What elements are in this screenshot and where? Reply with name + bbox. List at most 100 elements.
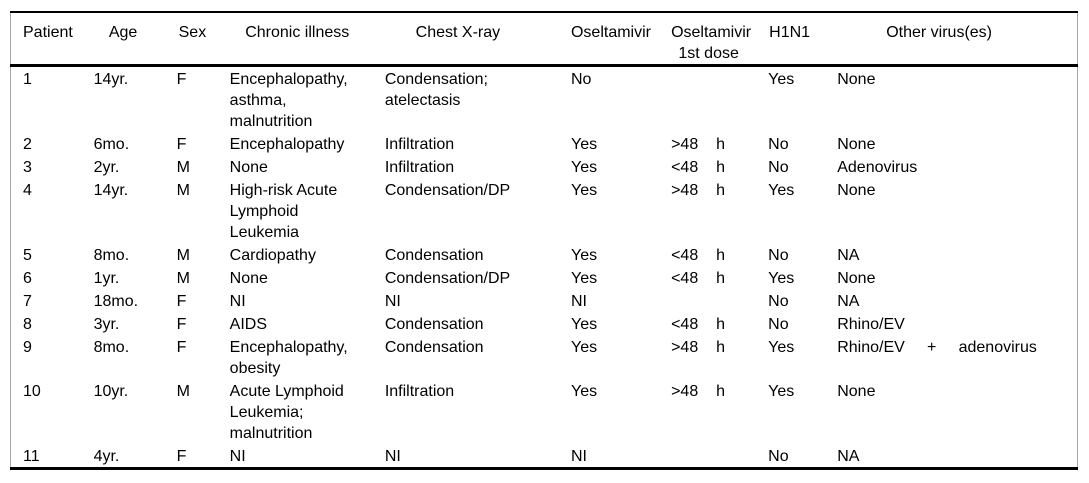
column-header-oseltamivir: Oseltamivir: [570, 12, 672, 67]
cell-oseltamivir: Yes: [570, 182, 598, 199]
column-header-chest-x-ray: Chest X-ray: [384, 12, 571, 67]
table-row: 5 8mo. M Cardiopathy Condensation Yes <4…: [11, 243, 1078, 266]
cell-chest-x-ray: Infiltration: [384, 383, 455, 400]
dose-unit: h: [716, 159, 725, 176]
cell-h1n1: Yes: [768, 182, 795, 199]
cell-sex: M: [176, 182, 190, 199]
cell-other-viruses: None: [837, 182, 876, 199]
cell-oseltamivir-1st-dose: <48 h: [671, 266, 768, 289]
cell-sex: F: [176, 316, 187, 333]
cell-oseltamivir-1st-dose: [671, 289, 768, 312]
cell-sex: M: [176, 247, 190, 264]
dose-unit: h: [716, 339, 725, 356]
cell-chest-x-ray: NI: [384, 293, 401, 310]
cell-age: 14yr.: [93, 71, 129, 88]
cell-patient: 6: [23, 270, 32, 287]
cell-age: 4yr.: [93, 448, 120, 465]
cell-sex: F: [176, 339, 187, 356]
dose-unit: h: [716, 383, 725, 400]
cell-age: 8mo.: [93, 247, 130, 264]
cell-other-viruses: None: [837, 383, 876, 400]
cell-patient: 4: [23, 182, 32, 199]
column-header-oseltamivir-1st-dose: Oseltamivir 1st dose: [671, 12, 769, 67]
cell-other-viruses: Adenovirus: [837, 159, 918, 176]
cell-chest-x-ray: Infiltration: [384, 136, 455, 153]
cell-h1n1: No: [768, 448, 789, 465]
cell-sex: F: [176, 136, 187, 153]
dose-unit: h: [716, 247, 725, 264]
cell-patient: 3: [23, 159, 32, 176]
cell-h1n1: Yes: [768, 339, 795, 356]
cell-chest-x-ray: Condensation/DP: [384, 182, 511, 199]
table-row: 1 14yr. F Encephalopathy, asthma, malnut…: [11, 66, 1078, 133]
cell-chest-x-ray: Condensation: [384, 339, 484, 356]
cell-chronic-illness: High-risk Acute Lymphoid Leukemia: [229, 182, 338, 241]
cell-patient: 5: [23, 247, 32, 264]
cell-oseltamivir: Yes: [570, 247, 598, 264]
cell-oseltamivir-1st-dose: >48 h: [671, 335, 768, 379]
cell-age: 2yr.: [93, 159, 120, 176]
cell-age: 14yr.: [93, 182, 129, 199]
cell-oseltamivir-1st-dose: >48 h: [671, 178, 768, 243]
table-row: 2 6mo. F Encephalopathy Infiltration Yes…: [11, 132, 1078, 155]
column-header-sex: Sex: [176, 12, 230, 67]
dose-unit: h: [716, 182, 725, 199]
cell-chronic-illness: NI: [229, 293, 246, 310]
dose-unit: h: [716, 316, 725, 333]
cell-oseltamivir: No: [570, 71, 592, 88]
cell-h1n1: No: [768, 247, 789, 264]
cell-other-viruses: NA: [837, 448, 860, 465]
cell-oseltamivir-1st-dose: >48 h: [671, 379, 768, 444]
cell-other-viruses: NA: [837, 247, 860, 264]
cell-sex: F: [176, 448, 187, 465]
table-body: 1 14yr. F Encephalopathy, asthma, malnut…: [11, 66, 1078, 469]
column-header-patient: Patient: [10, 12, 94, 67]
cell-chronic-illness: AIDS: [229, 316, 268, 333]
cell-oseltamivir: Yes: [570, 316, 598, 333]
cell-oseltamivir-1st-dose: <48 h: [671, 312, 768, 335]
table-row: 11 4yr. F NI NI NI No NA: [11, 444, 1078, 469]
cell-age: 3yr.: [93, 316, 120, 333]
cell-chest-x-ray: Infiltration: [384, 159, 455, 176]
cell-chronic-illness: None: [229, 159, 268, 176]
dose-value: <48: [671, 270, 699, 287]
cell-other-viruses: None: [837, 136, 876, 153]
cell-chronic-illness: Encephalopathy, obesity: [229, 339, 348, 377]
cell-oseltamivir: Yes: [570, 270, 598, 287]
cell-other-viruses: Rhino/EV: [837, 316, 905, 333]
cell-chronic-illness: Acute Lymphoid Leukemia; malnutrition: [229, 383, 344, 442]
cell-chest-x-ray: Condensation: [384, 316, 484, 333]
cell-sex: F: [176, 71, 187, 88]
cell-oseltamivir-1st-dose: <48 h: [671, 155, 768, 178]
table-row: 8 3yr. F AIDS Condensation Yes <48 h No R…: [11, 312, 1078, 335]
cell-age: 1yr.: [93, 270, 120, 287]
dose-value: >48: [671, 136, 699, 153]
cell-oseltamivir-1st-dose: [671, 444, 768, 469]
cell-sex: M: [176, 383, 190, 400]
cell-h1n1: Yes: [768, 270, 795, 287]
cell-oseltamivir: NI: [570, 448, 587, 465]
cell-patient: 11: [23, 448, 40, 465]
cell-h1n1: Yes: [768, 71, 795, 88]
cell-chronic-illness: None: [229, 270, 268, 287]
table-row: 9 8mo. F Encephalopathy, obesity Condens…: [11, 335, 1078, 379]
cell-patient: 2: [23, 136, 32, 153]
dose-value: >48: [671, 339, 699, 356]
cell-age: 10yr.: [93, 383, 129, 400]
table-header-row: Patient Age Sex Chronic illness Chest X-…: [10, 12, 1078, 67]
cell-age: 8mo.: [93, 339, 130, 356]
cell-patient: 10: [23, 383, 41, 400]
cell-other-viruses: Rhino/EV + adenovirus: [837, 339, 1037, 356]
cell-h1n1: No: [768, 136, 789, 153]
cell-oseltamivir-1st-dose: [671, 66, 768, 133]
cell-chest-x-ray: Condensation/DP: [384, 270, 511, 287]
cell-h1n1: Yes: [768, 383, 795, 400]
cell-h1n1: No: [768, 316, 789, 333]
column-header-h1n1: H1N1: [768, 12, 838, 67]
cell-patient: 1: [23, 71, 32, 88]
cell-oseltamivir: NI: [570, 293, 587, 310]
cell-sex: F: [176, 293, 187, 310]
cell-patient: 9: [23, 339, 32, 356]
cell-h1n1: No: [768, 159, 789, 176]
cell-age: 6mo.: [93, 136, 130, 153]
